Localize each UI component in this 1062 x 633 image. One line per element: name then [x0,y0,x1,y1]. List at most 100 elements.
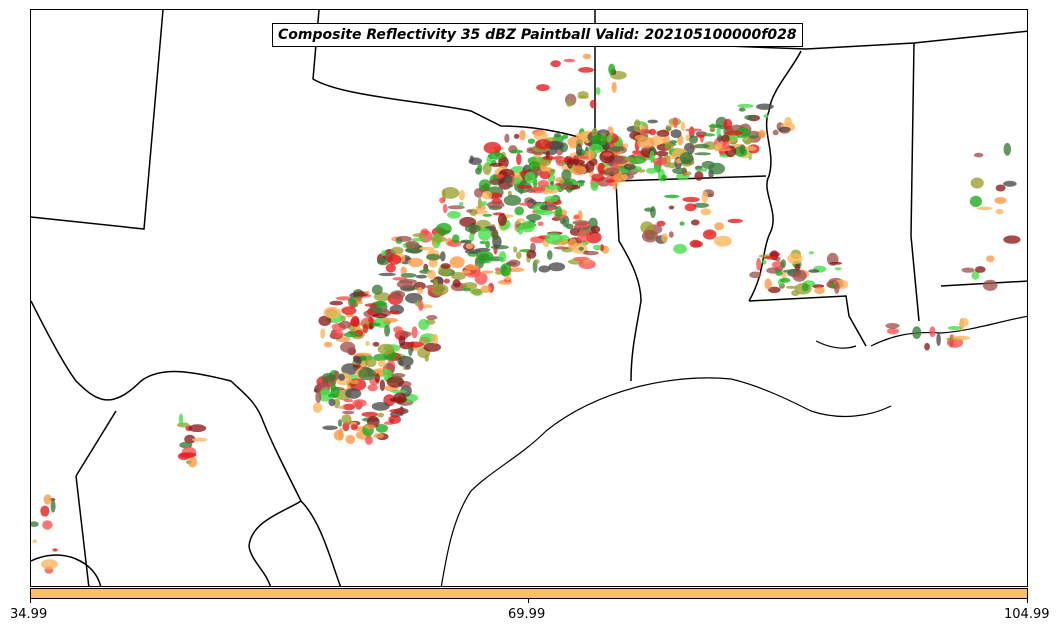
reflectivity-cell [834,281,840,295]
reflectivity-cell [834,267,842,271]
reflectivity-cell [566,99,573,107]
reflectivity-cell [649,150,655,163]
reflectivity-cell [431,283,449,296]
reflectivity-cell [381,317,399,323]
reflectivity-cell [398,334,406,347]
reflectivity-cell [347,298,357,303]
reflectivity-cell [792,269,807,282]
reflectivity-cell [912,326,922,339]
reflectivity-cell [342,421,350,432]
reflectivity-cell [714,222,724,231]
reflectivity-cell [559,182,573,190]
reflectivity-cell [590,134,607,147]
reflectivity-cell [423,342,442,352]
reflectivity-cell [542,155,556,161]
reflectivity-cell [451,272,466,280]
reflectivity-cell [338,373,346,381]
reflectivity-cell [388,415,402,424]
reflectivity-cell [656,129,670,137]
reflectivity-cell [494,267,501,272]
reflectivity-cell [464,224,481,233]
reflectivity-cell [365,340,370,346]
reflectivity-cell [533,167,542,176]
reflectivity-cell [320,328,326,339]
reflectivity-cell [343,332,360,338]
reflectivity-cell [520,220,536,233]
reflectivity-cell [685,128,703,132]
reflectivity-cell [969,195,983,208]
reflectivity-cell [352,399,367,408]
reflectivity-cell [386,376,404,388]
reflectivity-cell [633,119,641,133]
reflectivity-cell [364,357,377,368]
reflectivity-cell [497,213,507,226]
reflectivity-cell [411,237,427,242]
reflectivity-cell [381,250,387,257]
reflectivity-cell [396,280,414,289]
reflectivity-cell [661,233,669,243]
reflectivity-cell [714,235,732,247]
reflectivity-cell [573,214,580,220]
reflectivity-cell [527,138,536,144]
reflectivity-cell [591,173,605,182]
reflectivity-cell [582,53,592,60]
reflectivity-cell [489,179,499,186]
reflectivity-cell [547,250,553,260]
reflectivity-cell [390,290,406,299]
reflectivity-cell [188,424,207,433]
reflectivity-cell [461,270,472,274]
texas-west-border [75,410,117,477]
reflectivity-cell [367,384,378,392]
reflectivity-cell [393,392,407,404]
reflectivity-cell [578,67,594,73]
reflectivity-cell [362,323,369,334]
reflectivity-cell [645,167,657,174]
reflectivity-cell [458,190,465,201]
reflectivity-cell [623,143,629,149]
reflectivity-cell [714,143,723,149]
map-panel: Composite Reflectivity 35 dBZ Paintball … [30,9,1028,587]
reflectivity-cell [503,175,513,184]
reflectivity-cell [762,259,767,265]
reflectivity-cell [555,206,563,218]
tennessee-border [805,30,1027,50]
reflectivity-cell [179,441,193,449]
red-river-texas [31,300,342,586]
reflectivity-cell [591,128,598,137]
reflectivity-cell [787,253,803,265]
reflectivity-cell [749,271,762,279]
reflectivity-cell [734,127,751,139]
reflectivity-cell [585,231,602,244]
reflectivity-cell [486,201,505,209]
reflectivity-cell [758,129,766,139]
reflectivity-cell [318,315,332,326]
reflectivity-cell [480,285,492,294]
reflectivity-cell [388,310,400,315]
reflectivity-cell [772,129,779,136]
reflectivity-cell [400,331,412,337]
reflectivity-cell [689,239,702,248]
reflectivity-cell [452,234,460,244]
reflectivity-cell [544,232,563,245]
reflectivity-cell [358,367,376,381]
reflectivity-cell [491,229,499,241]
reflectivity-cell [500,263,512,277]
sabine-river [615,180,642,382]
reflectivity-cell [577,230,590,243]
reflectivity-cell [411,326,418,339]
reflectivity-cell [808,269,820,273]
reflectivity-cell [481,270,494,274]
reflectivity-cell [783,269,800,273]
reflectivity-cell [572,220,590,226]
reflectivity-cell [544,195,559,203]
reflectivity-cell [700,208,712,216]
reflectivity-cell [582,259,591,264]
reflectivity-cell [641,229,659,243]
reflectivity-cell [780,277,791,283]
colorbar-tick-label-2: 104.99 [1004,607,1050,622]
reflectivity-cell [494,174,504,179]
reflectivity-cell [391,373,406,378]
reflectivity-cell [191,437,208,442]
reflectivity-cell [341,306,357,315]
reflectivity-cell [739,144,746,155]
